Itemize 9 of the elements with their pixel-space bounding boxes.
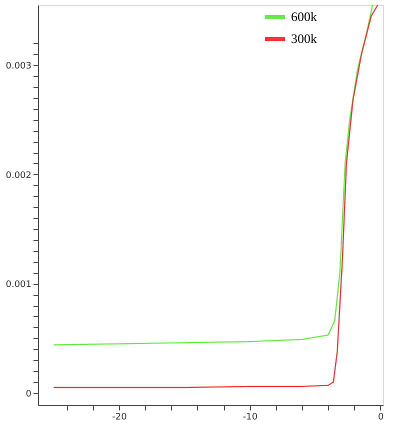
y-tick-label: 0 <box>26 389 32 400</box>
legend-label: 600k <box>291 9 318 24</box>
y-tick-label: 0.002 <box>6 170 32 181</box>
x-tick-label: -10 <box>242 412 258 422</box>
y-tick-label: 0.003 <box>6 62 32 72</box>
x-tick-label: 0 <box>378 412 384 422</box>
y-tick-label: 0.001 <box>6 280 32 290</box>
x-tick-label: -20 <box>112 412 128 422</box>
legend-label: 300k <box>291 31 318 46</box>
